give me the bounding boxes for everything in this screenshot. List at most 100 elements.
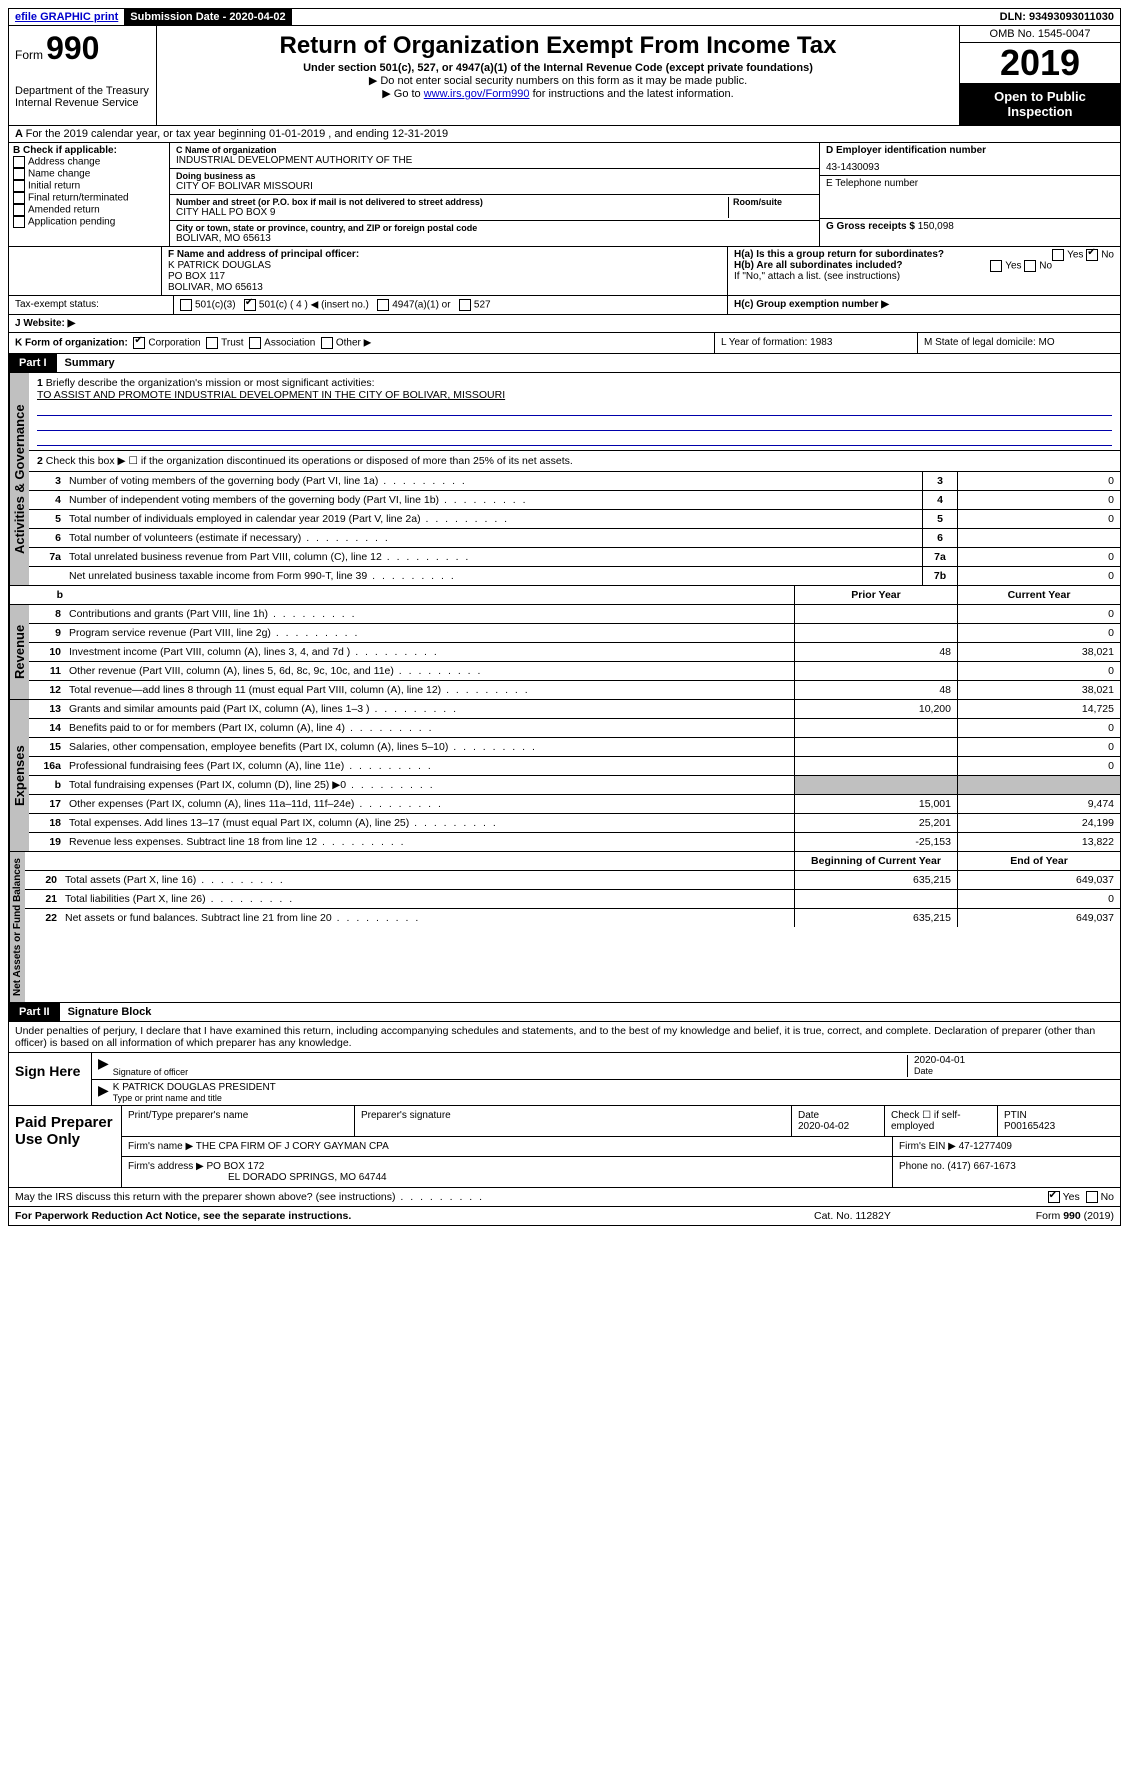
chk-final-return[interactable] <box>13 192 25 204</box>
ptin: P00165423 <box>1004 1121 1114 1132</box>
form-number: 990 <box>46 30 99 66</box>
open-public-badge: Open to Public Inspection <box>960 83 1120 125</box>
prior-val <box>794 890 957 908</box>
mission-text: TO ASSIST AND PROMOTE INDUSTRIAL DEVELOP… <box>37 389 1112 401</box>
chk-corp[interactable] <box>133 337 145 349</box>
arrow-icon: ▶ <box>98 1055 109 1077</box>
chk-4947[interactable] <box>377 299 389 311</box>
part1-header: Part I Summary <box>8 354 1121 373</box>
col-right: D Employer identification number 43-1430… <box>819 143 1120 246</box>
summary-expenses: Expenses 13 Grants and similar amounts p… <box>8 700 1121 852</box>
city: BOLIVAR, MO 65613 <box>176 233 813 244</box>
vtab-revenue: Revenue <box>9 605 29 699</box>
paid-preparer-block: Paid Preparer Use Only Print/Type prepar… <box>8 1106 1121 1188</box>
sign-here-block: Sign Here ▶ Signature of officer 2020-04… <box>8 1053 1121 1106</box>
curr-val: 13,822 <box>957 833 1120 851</box>
form-header: Form 990 Department of the Treasury Inte… <box>8 26 1121 126</box>
ein: 43-1430093 <box>826 156 1114 173</box>
perjury-text: Under penalties of perjury, I declare th… <box>8 1022 1121 1053</box>
summary-revenue: Revenue 8 Contributions and grants (Part… <box>8 605 1121 700</box>
chk-address-change[interactable] <box>13 156 25 168</box>
subtitle-1: Under section 501(c), 527, or 4947(a)(1)… <box>163 62 953 74</box>
curr-val: 38,021 <box>957 681 1120 699</box>
officer-print-name: K PATRICK DOUGLAS PRESIDENT <box>113 1082 1114 1093</box>
k-row: K Form of organization: Corporation Trus… <box>8 333 1121 354</box>
curr-val: 0 <box>957 624 1120 642</box>
hdr-end: End of Year <box>957 852 1120 870</box>
gov-val: 0 <box>957 491 1120 509</box>
chk-501c3[interactable] <box>180 299 192 311</box>
part2-header: Part II Signature Block <box>8 1003 1121 1022</box>
prior-val: 15,001 <box>794 795 957 813</box>
state-domicile: M State of legal domicile: MO <box>917 333 1120 353</box>
summary-governance: Activities & Governance 1 Briefly descri… <box>8 373 1121 586</box>
dept-label: Department of the Treasury Internal Reve… <box>15 85 150 109</box>
chk-initial-return[interactable] <box>13 180 25 192</box>
firm-ein: 47-1277409 <box>959 1141 1012 1152</box>
form-label: Form <box>15 48 43 62</box>
curr-val: 0 <box>957 662 1120 680</box>
chk-name-change[interactable] <box>13 168 25 180</box>
curr-val: 0 <box>957 605 1120 623</box>
firm-phone: (417) 667-1673 <box>947 1161 1015 1172</box>
prior-val <box>794 605 957 623</box>
chk-ha-no[interactable] <box>1086 249 1098 261</box>
goto-post: for instructions and the latest informat… <box>533 88 734 100</box>
chk-527[interactable] <box>459 299 471 311</box>
vtab-expenses: Expenses <box>9 700 29 851</box>
prior-val: -25,153 <box>794 833 957 851</box>
gov-val: 0 <box>957 472 1120 490</box>
prior-val <box>794 624 957 642</box>
dba: CITY OF BOLIVAR MISSOURI <box>176 181 813 192</box>
tax-status-row: Tax-exempt status: 501(c)(3) 501(c) ( 4 … <box>8 296 1121 315</box>
gross-receipts: 150,098 <box>918 221 954 232</box>
curr-val: 0 <box>957 757 1120 775</box>
prior-val <box>794 719 957 737</box>
efile-link[interactable]: efile GRAPHIC print <box>9 9 124 25</box>
instructions-link[interactable]: www.irs.gov/Form990 <box>424 88 530 100</box>
officer-h-block: F Name and address of principal officer:… <box>8 247 1121 296</box>
curr-val: 14,725 <box>957 700 1120 718</box>
col-b-checkboxes: B Check if applicable: Address change Na… <box>9 143 170 246</box>
prior-val <box>794 757 957 775</box>
dln: DLN: 93493093011030 <box>994 9 1120 25</box>
prior-val <box>794 662 957 680</box>
chk-other[interactable] <box>321 337 333 349</box>
submission-date: Submission Date - 2020-04-02 <box>124 9 291 25</box>
chk-app-pending[interactable] <box>13 216 25 228</box>
chk-discuss-no[interactable] <box>1086 1191 1098 1203</box>
firm-addr1: PO BOX 172 <box>207 1161 265 1172</box>
website-row: J Website: ▶ <box>8 315 1121 333</box>
curr-val: 649,037 <box>957 871 1120 889</box>
firm-name: THE CPA FIRM OF J CORY GAYMAN CPA <box>196 1141 389 1152</box>
curr-val: 649,037 <box>957 909 1120 927</box>
vtab-governance: Activities & Governance <box>9 373 29 585</box>
prior-val: 10,200 <box>794 700 957 718</box>
goto-pre: ▶ Go to <box>382 88 423 100</box>
chk-hb-no[interactable] <box>1024 260 1036 272</box>
subtitle-2: ▶ Do not enter social security numbers o… <box>163 74 953 87</box>
hdr-prior: Prior Year <box>794 586 957 604</box>
curr-val: 9,474 <box>957 795 1120 813</box>
chk-amended[interactable] <box>13 204 25 216</box>
chk-501c[interactable] <box>244 299 256 311</box>
arrow-icon: ▶ <box>98 1082 109 1103</box>
officer-name: K PATRICK DOUGLAS <box>168 260 721 271</box>
vtab-net: Net Assets or Fund Balances <box>9 852 25 1002</box>
chk-hb-yes[interactable] <box>990 260 1002 272</box>
curr-val: 24,199 <box>957 814 1120 832</box>
prior-val: 635,215 <box>794 871 957 889</box>
org-name: INDUSTRIAL DEVELOPMENT AUTHORITY OF THE <box>176 155 813 166</box>
chk-ha-yes[interactable] <box>1052 249 1064 261</box>
curr-val: 0 <box>957 890 1120 908</box>
gov-val <box>957 529 1120 547</box>
prior-val: 25,201 <box>794 814 957 832</box>
curr-val: 0 <box>957 738 1120 756</box>
chk-assoc[interactable] <box>249 337 261 349</box>
chk-trust[interactable] <box>206 337 218 349</box>
discuss-row: May the IRS discuss this return with the… <box>8 1188 1121 1207</box>
gov-val: 0 <box>957 548 1120 566</box>
chk-discuss-yes[interactable] <box>1048 1191 1060 1203</box>
entity-block: B Check if applicable: Address change Na… <box>8 143 1121 247</box>
prior-val: 635,215 <box>794 909 957 927</box>
